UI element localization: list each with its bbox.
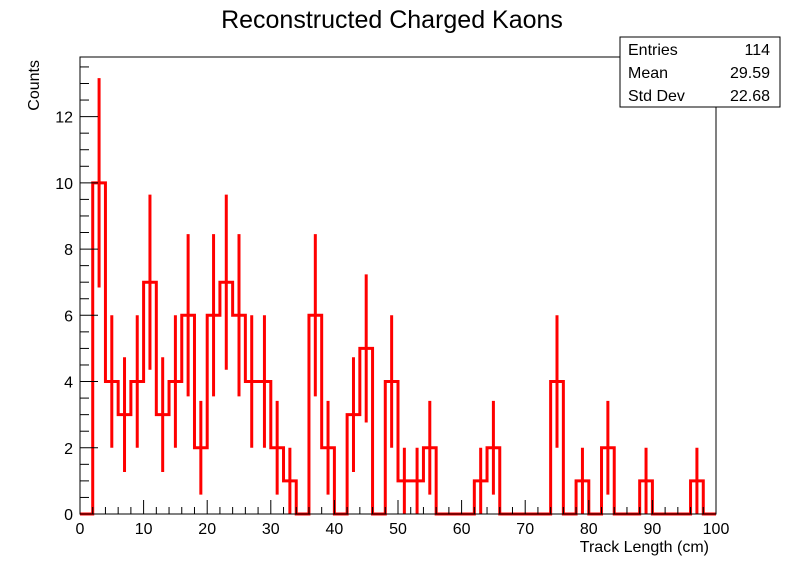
x-axis-label: Track Length (cm) [580, 539, 709, 556]
y-tick-label: 6 [64, 308, 73, 325]
y-tick-label: 2 [64, 441, 73, 458]
x-tick-label: 50 [389, 521, 407, 538]
plot-frame [79, 56, 717, 515]
chart-title: Reconstructed Charged Kaons [221, 6, 563, 34]
x-tick-label: 100 [703, 521, 730, 538]
y-tick-label: 0 [64, 507, 73, 524]
x-tick-label: 70 [516, 521, 534, 538]
stats-stddev-value: 22.68 [730, 88, 770, 105]
histogram-layer [80, 78, 716, 516]
y-tick-label: 8 [64, 242, 73, 259]
x-tick-label: 20 [198, 521, 216, 538]
x-tick-label: 80 [580, 521, 598, 538]
y-tick-label: 12 [55, 110, 73, 127]
stats-entries-value: 114 [744, 42, 770, 59]
y-tick-label: 10 [55, 176, 73, 193]
x-tick-label: 30 [262, 521, 280, 538]
stats-mean-label: Mean [628, 65, 668, 82]
x-tick-label: 10 [135, 521, 153, 538]
stats-box: Entries 114 Mean 29.59 Std Dev 22.68 [619, 36, 781, 108]
axis-layer: 0 10 20 30 40 50 60 70 80 90 100 0 2 4 6 8 10 12 [55, 66, 730, 538]
stats-entries-label: Entries [628, 42, 678, 59]
x-tick-label: 90 [644, 521, 662, 538]
stats-stddev-label: Std Dev [628, 88, 685, 105]
stats-box-frame [619, 36, 781, 108]
y-axis-label: Counts [26, 60, 43, 111]
x-tick-label: 0 [76, 521, 85, 538]
stats-mean-value: 29.59 [730, 65, 770, 82]
histogram-outline [80, 181, 716, 516]
y-tick-label: 4 [64, 375, 73, 392]
x-tick-label: 40 [326, 521, 344, 538]
x-tick-label: 60 [453, 521, 471, 538]
